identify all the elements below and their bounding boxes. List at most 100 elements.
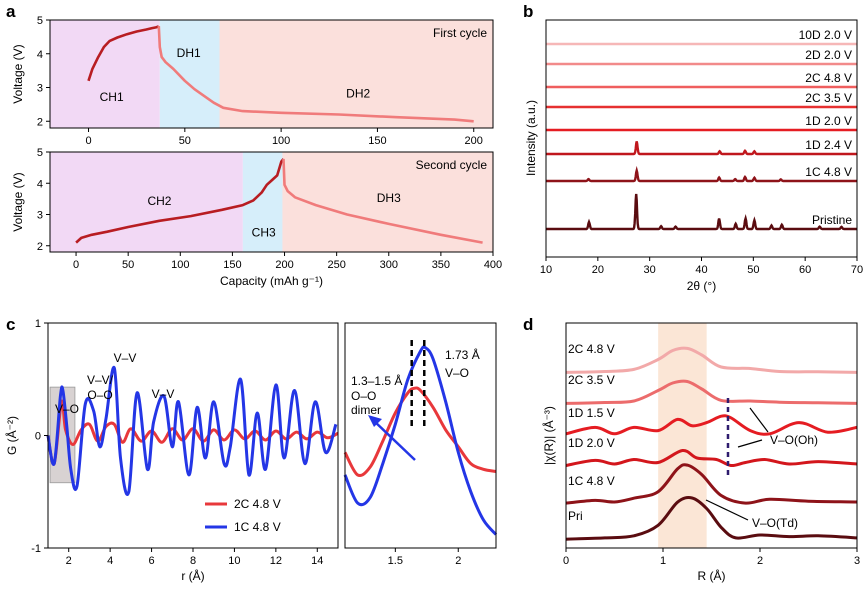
x-tick-label: 10 xyxy=(540,264,552,276)
region-dh1 xyxy=(159,20,220,128)
x-tick-label: 50 xyxy=(179,135,191,147)
x-tick-label: 200 xyxy=(465,135,483,147)
series-label: 1D 2.0 V xyxy=(805,114,852,128)
x-axis-label: r (Å) xyxy=(181,568,204,583)
y-axis-label: |χ(R)| (Å⁻³) xyxy=(541,406,556,465)
chart-title: First cycle xyxy=(433,26,487,40)
y-tick-label: 2 xyxy=(37,116,43,128)
panel-label-d: d xyxy=(523,315,533,334)
series-label: 2C 3.5 V xyxy=(805,91,852,105)
series-label: Pri xyxy=(568,509,583,523)
annotation-arrow xyxy=(749,407,769,433)
annotation-arrow xyxy=(705,499,749,521)
region-ch1 xyxy=(50,20,160,128)
x-tick-label: 14 xyxy=(311,555,323,567)
series-line-1D 2.0 V xyxy=(565,448,858,468)
chart-a-first-cycle: CH1 DH1 DH2 0 50 100 150 200 2 3 4 5 First cycle Volt… xyxy=(11,15,494,147)
peak-annotation: V–O(Td) xyxy=(752,516,798,530)
series-label: Pristine xyxy=(812,213,852,227)
peak-annotation: V–O xyxy=(445,366,469,380)
x-tick-label: 3 xyxy=(854,555,860,567)
y-tick-label: 5 xyxy=(37,15,43,27)
region-dh2 xyxy=(219,20,493,128)
y-axis-label: G (Å⁻²) xyxy=(4,416,19,455)
chart-a-second-cycle: CH2 CH3 DH3 0 50 100 150 200 250 300 350 400 2 3 4 5 Sec… xyxy=(11,147,502,288)
peak-annotation: O–O xyxy=(351,389,376,403)
plot-frame xyxy=(344,322,497,549)
x-tick-label: 60 xyxy=(799,264,811,276)
plot-frame xyxy=(49,151,494,253)
region-label: CH2 xyxy=(147,194,171,208)
series-label: 1D 2.4 V xyxy=(805,138,852,152)
x-tick-label: 150 xyxy=(368,135,386,147)
legend-label: 2C 4.8 V xyxy=(234,497,281,511)
y-axis-label: Intensity (a.u.) xyxy=(524,100,538,176)
y-tick-label: 5 xyxy=(37,147,43,159)
y-axis-label: Voltage (V) xyxy=(11,172,25,231)
series-label: 2C 4.8 V xyxy=(568,342,615,356)
peak-annotation: V–O xyxy=(55,402,79,416)
x-tick-label: 2 xyxy=(757,555,763,567)
chart-c-pdf: 2 4 6 8 10 12 14 -1 0 1 r (Å) G (Å⁻²) V–O V–V/O–O V–V V… xyxy=(4,318,339,583)
plot-frame xyxy=(49,19,494,129)
series-label: 2C 4.8 V xyxy=(805,71,852,85)
x-tick-label: 4 xyxy=(107,555,113,567)
series-line-1D 2.4 V xyxy=(546,141,857,156)
x-tick-label: 150 xyxy=(223,259,241,271)
highlight-band xyxy=(658,323,707,548)
x-tick-label: 350 xyxy=(432,259,450,271)
x-tick-label: 400 xyxy=(484,259,502,271)
panel-label-a: a xyxy=(6,2,16,21)
x-tick-label: 2 xyxy=(455,555,461,567)
x-tick-label: 300 xyxy=(380,259,398,271)
y-tick-label: 2 xyxy=(37,241,43,253)
region-label: DH2 xyxy=(346,87,370,101)
x-axis-label: Capacity (mAh g⁻¹) xyxy=(220,274,323,288)
series-line-discharge xyxy=(157,26,474,123)
peak-annotation: dimer xyxy=(351,403,381,417)
chart-d-exafs: 2C 4.8 V 2C 3.5 V 1D 1.5 V 1D 2.0 V 1C 4.8 V… xyxy=(541,322,860,583)
series-line-charge xyxy=(75,158,285,244)
series-line-2C 4.8 V xyxy=(565,346,858,374)
region-label: CH1 xyxy=(100,90,124,104)
x-tick-label: 70 xyxy=(851,264,863,276)
panel-label-b: b xyxy=(523,2,533,21)
series-line-charge xyxy=(87,25,160,82)
x-tick-label: 0 xyxy=(563,555,569,567)
region-dh3 xyxy=(282,152,493,252)
series-line-1C 4.8 V xyxy=(343,345,498,536)
peak-annotation: O–O xyxy=(87,388,112,402)
x-axis-label: R (Å) xyxy=(698,568,726,583)
series-line-2C 3.5 V xyxy=(565,379,858,405)
series-line-Pri xyxy=(565,496,858,541)
peak-annotation: 1.3–1.5 Å xyxy=(351,373,402,388)
series-line-2C 4.8 V xyxy=(343,386,497,477)
x-tick-label: 0 xyxy=(73,259,79,271)
peak-annotation: V–V xyxy=(152,387,175,401)
x-tick-label: 10 xyxy=(228,555,240,567)
series-line-1C 4.8 V xyxy=(46,366,338,496)
legend-label: 1C 4.8 V xyxy=(234,520,281,534)
x-tick-label: 2 xyxy=(66,555,72,567)
x-tick-label: 8 xyxy=(190,555,196,567)
x-tick-label: 200 xyxy=(275,259,293,271)
y-tick-label: 0 xyxy=(35,431,41,443)
y-tick-label: 1 xyxy=(35,318,41,330)
y-tick-label: 3 xyxy=(37,83,43,95)
region-ch2 xyxy=(50,152,243,252)
y-axis-label: Voltage (V) xyxy=(11,44,25,103)
series-label: 1D 1.5 V xyxy=(568,406,615,420)
series-label: 2C 3.5 V xyxy=(568,373,615,387)
series-line-1C 4.8 V xyxy=(546,165,857,183)
series-label: 1D 2.0 V xyxy=(568,436,615,450)
x-tick-label: 1 xyxy=(660,555,666,567)
shift-arrow xyxy=(372,419,416,461)
panel-label-c: c xyxy=(6,315,15,334)
y-tick-label: 3 xyxy=(37,210,43,222)
x-tick-label: 250 xyxy=(327,259,345,271)
peak-annotation: V–V xyxy=(114,351,137,365)
x-tick-label: 50 xyxy=(122,259,134,271)
annotation-arrow xyxy=(737,439,763,448)
x-tick-label: 50 xyxy=(747,264,759,276)
series-line-discharge xyxy=(282,158,483,244)
